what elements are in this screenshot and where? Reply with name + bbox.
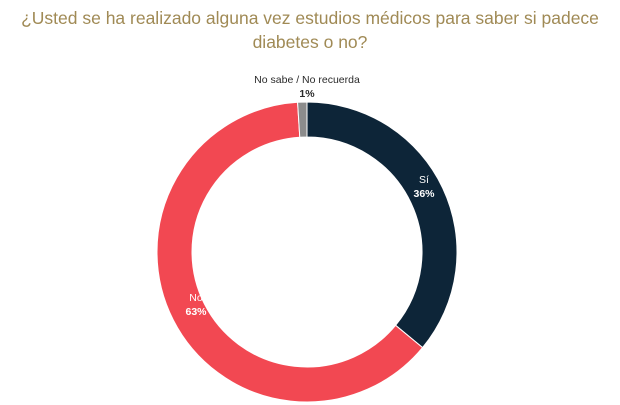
slice-value-2: 1% bbox=[299, 88, 315, 100]
donut-slice-1 bbox=[156, 101, 424, 403]
slice-label-0: Sí bbox=[419, 174, 429, 186]
slice-value-0: 36% bbox=[413, 188, 435, 200]
chart-title-line-2: diabetes o no? bbox=[252, 32, 368, 52]
chart-title: ¿Usted se ha realizado alguna vez estudi… bbox=[0, 6, 620, 54]
donut-slices bbox=[156, 101, 458, 403]
slice-value-1: 63% bbox=[185, 306, 207, 318]
donut-labels: Sí 36% No 63% No sabe / No recuerda 1% bbox=[185, 74, 435, 318]
donut-slice-2 bbox=[297, 101, 308, 138]
chart-title-line-1: ¿Usted se ha realizado alguna vez estudi… bbox=[21, 8, 599, 28]
slice-label-1: No bbox=[189, 292, 203, 304]
donut-slice-0 bbox=[306, 101, 458, 349]
slice-label-2: No sabe / No recuerda bbox=[254, 74, 360, 86]
